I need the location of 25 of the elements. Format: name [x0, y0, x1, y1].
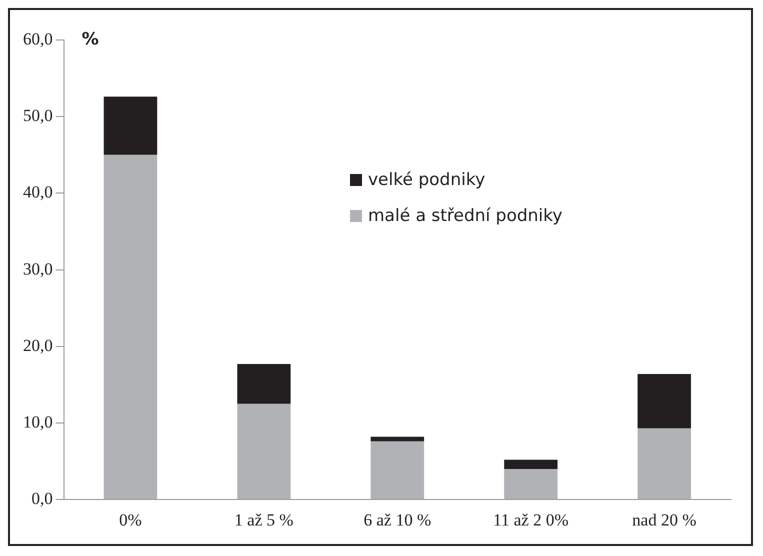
x-tick-label: 1 až 5 %: [234, 510, 294, 530]
x-tick-label: 11 až 2 0%: [493, 510, 569, 530]
bar: [104, 96, 158, 155]
y-tick-label: 10,0: [23, 412, 53, 432]
bar: [504, 468, 558, 500]
bar: [104, 154, 158, 500]
bar: [638, 428, 691, 500]
y-tick-label: 0,0: [32, 489, 53, 508]
y-tick-label: 40,0: [23, 182, 53, 202]
y-tick-label: 60,0: [23, 29, 53, 48]
y-tick-label: 50,0: [23, 106, 53, 126]
legend-label: velké podniky: [368, 170, 486, 190]
x-tick-label: 6 až 10 %: [364, 510, 432, 530]
legend-label: malé a střední podniky: [368, 206, 562, 226]
y-tick-label: 30,0: [23, 259, 53, 278]
bar: [370, 441, 424, 500]
bar: [237, 404, 291, 500]
x-tick-label: nad 20 %: [632, 510, 696, 530]
y-tick-label: 20,0: [23, 336, 53, 355]
bar: [237, 364, 291, 404]
y-axis-title: %: [82, 29, 99, 50]
bar: [638, 374, 691, 428]
bar: [504, 460, 558, 469]
x-tick-label: 0%: [119, 510, 142, 530]
bar: [370, 436, 424, 442]
